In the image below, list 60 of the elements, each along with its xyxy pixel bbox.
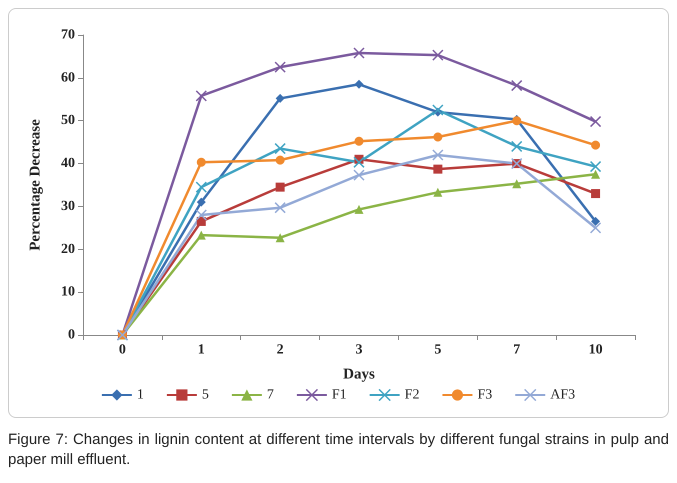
legend-label: 5 xyxy=(202,388,209,402)
point xyxy=(591,140,600,150)
point xyxy=(276,94,285,103)
y-tick-label: 60 xyxy=(61,70,75,86)
y-axis-title: Percentage Decrease xyxy=(28,118,44,251)
x-tick-label: 1 xyxy=(198,342,205,358)
legend-label: F2 xyxy=(404,388,420,402)
point xyxy=(353,47,365,59)
x-tick-label: 10 xyxy=(588,342,603,358)
legend-label: 7 xyxy=(266,388,274,402)
point xyxy=(353,156,365,168)
point xyxy=(591,216,600,226)
y-tick-label: 10 xyxy=(61,284,75,300)
point xyxy=(510,140,522,152)
y-tick-label: 40 xyxy=(61,156,75,172)
point xyxy=(353,169,365,181)
y-tick-label: 70 xyxy=(61,28,75,42)
point xyxy=(432,104,444,116)
caption: Figure 7: Changes in lignin content at different time intervals by different fungal strains in pulp and paper mill effluent. xyxy=(8,430,669,470)
x-tick-label: 7 xyxy=(513,342,520,358)
point xyxy=(433,164,442,174)
point xyxy=(276,233,285,242)
point xyxy=(196,158,206,167)
point xyxy=(590,116,602,128)
x-tick-label: 2 xyxy=(276,342,284,358)
point xyxy=(510,80,522,92)
point xyxy=(274,202,286,214)
point xyxy=(432,49,444,61)
legend-label: 1 xyxy=(136,388,144,402)
point xyxy=(590,160,602,172)
point xyxy=(432,149,444,161)
point xyxy=(196,181,208,193)
point xyxy=(196,230,206,240)
point xyxy=(591,189,600,198)
point xyxy=(276,156,285,165)
legend-label: F1 xyxy=(332,388,347,402)
y-tick-label: 0 xyxy=(68,328,75,342)
point xyxy=(590,222,602,234)
point xyxy=(591,170,600,179)
legend-label: F3 xyxy=(477,388,492,402)
point xyxy=(433,132,442,142)
point xyxy=(512,179,522,188)
y-tick-label: 20 xyxy=(61,242,75,257)
x-tick-label: 3 xyxy=(356,342,362,358)
y-tick-label: 30 xyxy=(61,198,75,214)
point xyxy=(196,198,206,207)
legend-label: AF3 xyxy=(550,388,576,402)
point xyxy=(354,80,364,89)
point xyxy=(196,90,208,102)
x-tick-label: 5 xyxy=(434,342,442,358)
point xyxy=(274,61,286,73)
y-tick-label: 50 xyxy=(61,113,75,128)
point xyxy=(274,142,286,154)
point xyxy=(276,182,285,192)
x-axis-title: Days xyxy=(343,366,375,382)
point xyxy=(354,204,364,214)
point xyxy=(196,209,208,221)
point xyxy=(433,188,442,197)
x-tick-label: 0 xyxy=(118,342,126,358)
point xyxy=(354,136,364,146)
